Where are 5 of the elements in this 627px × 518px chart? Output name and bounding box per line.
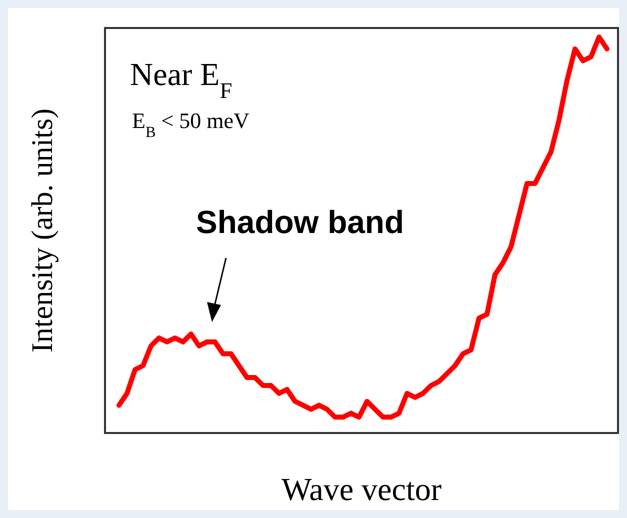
text: Near E$_{F}$ bbox=[130, 56, 232, 102]
annotation: Shadow band bbox=[196, 204, 404, 240]
y-axis-title: Intensity (arb. units) bbox=[26, 108, 59, 353]
text: E$_{B}$ < 50 meV bbox=[132, 108, 250, 140]
x-axis-title: Wave vector bbox=[282, 471, 442, 507]
